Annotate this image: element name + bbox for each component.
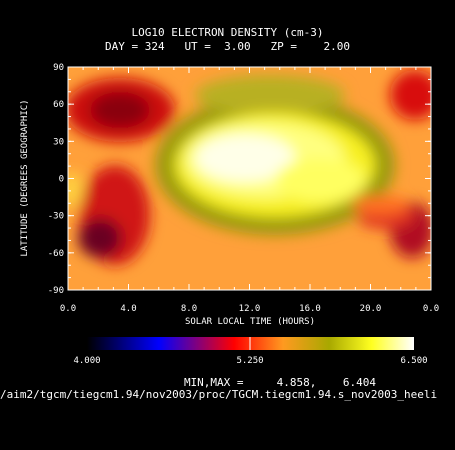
min-value: 4.858, xyxy=(276,376,317,389)
chart-subtitle: DAY = 324 UT = 3.00 ZP = 2.00 xyxy=(104,40,351,53)
y-axis-label: LATITUDE (DEGREES GEOGRAPHIC) xyxy=(20,99,30,256)
y-tick-label: 90 xyxy=(53,63,64,73)
colorbar-max-label: 6.500 xyxy=(400,356,427,366)
min-max-readout: MIN,MAX = 4.858, 6.404 xyxy=(0,377,455,389)
x-axis-label: SOLAR LOCAL TIME (HOURS) xyxy=(185,317,315,327)
y-tick-label: -30 xyxy=(48,212,64,222)
max-value: 6.404 xyxy=(342,376,377,389)
x-tick-label: 8.0 xyxy=(181,304,197,314)
x-tick-label: 12.0 xyxy=(239,304,261,314)
colorbar-min-label: 4.000 xyxy=(73,356,100,366)
file-path: /aim2/tgcm/tiegcm1.94/nov2003/proc/TGCM.… xyxy=(0,388,438,401)
min-max-label: MIN,MAX = xyxy=(183,376,244,389)
x-tick-label: 20.0 xyxy=(360,304,382,314)
density-field xyxy=(68,67,431,290)
y-tick-label: -60 xyxy=(48,249,64,259)
axis-ticks: 0.0 4.0 8.0 12.0 16.0 20.0 0.0 90 60 30 0 -30 -60 -90 xyxy=(48,63,439,314)
chart-title: LOG10 ELECTRON DENSITY (cm-3) xyxy=(131,26,324,39)
x-tick-label: 16.0 xyxy=(299,304,321,314)
x-tick-label: 0.0 xyxy=(60,304,76,314)
colorbar-mid-label: 5.250 xyxy=(236,356,263,366)
x-tick-label: 0.0 xyxy=(423,304,439,314)
y-tick-label: 30 xyxy=(53,137,64,147)
x-tick-label: 4.0 xyxy=(120,304,136,314)
y-tick-label: 60 xyxy=(53,100,64,110)
y-tick-label: 0 xyxy=(59,175,64,185)
y-tick-label: -90 xyxy=(48,286,64,296)
